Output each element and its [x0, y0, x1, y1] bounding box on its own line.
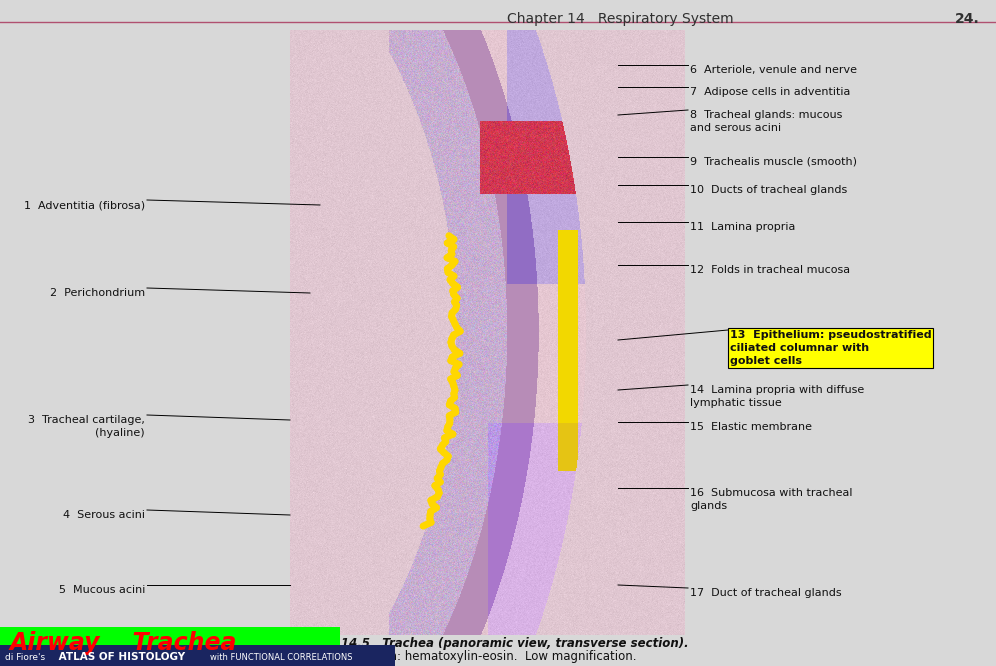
Text: 5  Mucous acini: 5 Mucous acini [59, 585, 145, 595]
Text: 2  Perichondrium: 2 Perichondrium [50, 288, 145, 298]
Text: Stain: hematoxylin-eosin.  Low magnification.: Stain: hematoxylin-eosin. Low magnificat… [364, 650, 636, 663]
Bar [0, 645, 395, 666]
Text: 9  Trachealis muscle (smooth): 9 Trachealis muscle (smooth) [690, 157, 857, 167]
Text: 4  Serous acini: 4 Serous acini [63, 510, 145, 520]
Text: with FUNCTIONAL CORRELATIONS: with FUNCTIONAL CORRELATIONS [210, 653, 353, 661]
Text: 13  Epithelium: pseudostratified
ciliated columnar with
goblet cells: 13 Epithelium: pseudostratified ciliated… [730, 330, 931, 366]
Text: Airway    Trachea: Airway Trachea [10, 631, 237, 655]
Text: 14  Lamina propria with diffuse
lymphatic tissue: 14 Lamina propria with diffuse lymphatic… [690, 385, 865, 408]
Text: 12  Folds in tracheal mucosa: 12 Folds in tracheal mucosa [690, 265, 851, 275]
Text: 10  Ducts of tracheal glands: 10 Ducts of tracheal glands [690, 185, 848, 195]
Text: 15  Elastic membrane: 15 Elastic membrane [690, 422, 812, 432]
Text: 24.: 24. [955, 12, 980, 26]
Text: 1  Adventitia (fibrosa): 1 Adventitia (fibrosa) [24, 200, 145, 210]
Text: 11  Lamina propria: 11 Lamina propria [690, 222, 796, 232]
Text: ATLAS OF HISTOLOGY: ATLAS OF HISTOLOGY [55, 652, 189, 662]
Text: Fig. 14.5   Trachea (panoramic view, transverse section).: Fig. 14.5 Trachea (panoramic view, trans… [312, 637, 688, 650]
Text: 16  Submucosa with tracheal
glands: 16 Submucosa with tracheal glands [690, 488, 853, 511]
Text: 3  Tracheal cartilage,
(hyaline): 3 Tracheal cartilage, (hyaline) [28, 415, 145, 438]
Text: 8  Tracheal glands: mucous
and serous acini: 8 Tracheal glands: mucous and serous aci… [690, 110, 843, 133]
Text: 7  Adipose cells in adventitia: 7 Adipose cells in adventitia [690, 87, 851, 97]
Text: 6  Arteriole, venule and nerve: 6 Arteriole, venule and nerve [690, 65, 857, 75]
Bar [0, 627, 340, 666]
Text: 17  Duct of tracheal glands: 17 Duct of tracheal glands [690, 588, 842, 598]
Text: Chapter 14   Respiratory System: Chapter 14 Respiratory System [507, 12, 733, 26]
Text: di Fiore's: di Fiore's [5, 653, 45, 661]
